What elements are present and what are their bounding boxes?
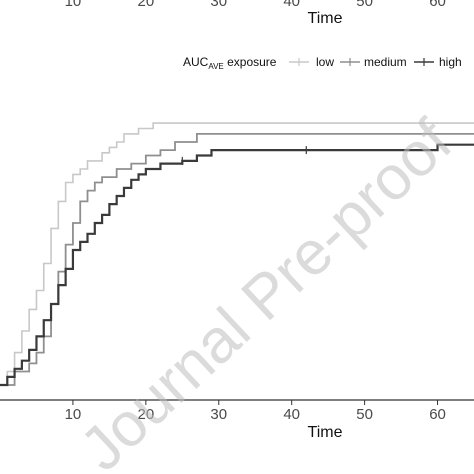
series-line-medium — [0, 133, 474, 386]
series-line-low — [0, 122, 474, 386]
plot-area — [0, 122, 474, 387]
top-tick-label: 30 — [210, 0, 227, 10]
x-axis-title: Time — [308, 424, 343, 441]
x-tick-label: 20 — [138, 406, 155, 423]
x-tick-label: 30 — [210, 406, 227, 423]
legend: AUCAVE exposure low medium high — [183, 55, 462, 71]
legend-label-high: high — [439, 55, 462, 69]
top-axis-title: Time — [308, 10, 343, 27]
top-tick-label: 10 — [65, 0, 82, 10]
legend-label-low: low — [316, 55, 334, 69]
x-tick-label: 40 — [283, 406, 300, 423]
legend-title: AUCAVE exposure — [183, 55, 277, 71]
legend-entry-high: high — [414, 55, 462, 69]
top-tick-label: 60 — [429, 0, 446, 10]
x-tick-label: 60 — [429, 406, 446, 423]
top-tick-label: 40 — [283, 0, 300, 10]
top-tick-label: 20 — [138, 0, 155, 10]
top-tick-label: 50 — [356, 0, 373, 10]
legend-entry-medium: medium — [340, 55, 407, 69]
x-tick-label: 50 — [356, 406, 373, 423]
legend-label-medium: medium — [364, 55, 407, 69]
legend-entry-low: low — [289, 55, 334, 69]
series-line-high — [0, 143, 474, 387]
x-axis: 10 20 30 40 50 60 Time — [0, 399, 474, 441]
x-tick-label: 10 — [65, 406, 82, 423]
watermark-text: Journal Pre-proof — [67, 107, 465, 474]
top-panel-axis: 10 20 30 40 50 60 Time — [65, 0, 446, 27]
